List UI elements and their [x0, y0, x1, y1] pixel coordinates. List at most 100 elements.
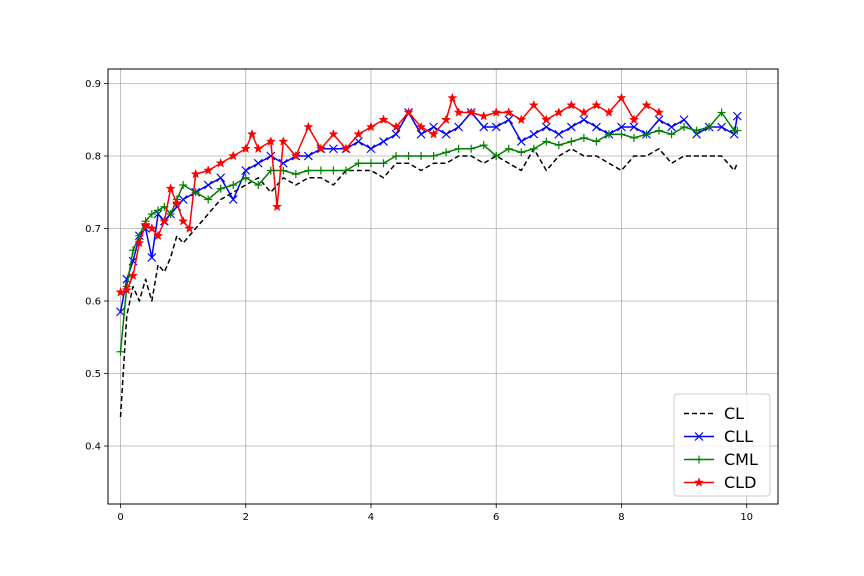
- data-point-cld: [441, 114, 452, 125]
- data-point-cld: [378, 114, 389, 125]
- series-cl: [119, 148, 738, 418]
- legend-item-cml: CML: [684, 450, 758, 469]
- legend-item-cll: CLL: [684, 427, 753, 446]
- data-point-cll: [147, 253, 157, 262]
- data-point-cld: [290, 150, 301, 161]
- x-tick-label: 8: [618, 512, 624, 523]
- data-point-cld: [115, 286, 126, 297]
- legend-item-cld: CLD: [684, 473, 756, 492]
- data-point-cml: [116, 347, 125, 356]
- legend: CL CLL CML CLD: [673, 393, 771, 497]
- data-point-cml: [392, 152, 401, 160]
- data-point-cll: [579, 115, 589, 125]
- data-point-cld: [159, 215, 170, 226]
- x-tick-label: 10: [740, 512, 753, 523]
- x-tick-label: 6: [493, 512, 499, 523]
- data-point-cml: [567, 137, 576, 146]
- data-point-cll: [529, 129, 539, 139]
- data-point-cld: [365, 121, 377, 132]
- data-point-cld: [265, 136, 276, 146]
- data-point-cld: [578, 107, 589, 117]
- data-point-cld: [240, 143, 251, 154]
- data-point-cld: [491, 107, 502, 117]
- data-point-cml: [517, 148, 526, 157]
- grid-lines: [108, 69, 778, 504]
- legend-item-cl: CL: [684, 404, 744, 423]
- data-point-cml: [705, 123, 714, 131]
- data-point-cll: [479, 122, 489, 132]
- data-point-cll: [732, 111, 742, 121]
- data-point-cml: [129, 246, 138, 255]
- data-point-cll: [429, 122, 439, 132]
- series-cml: [116, 108, 742, 356]
- x-tick-label: 2: [243, 512, 249, 523]
- data-point-cml: [379, 159, 388, 168]
- data-point-cll: [253, 158, 263, 168]
- y-tick-label: 0.7: [85, 224, 101, 235]
- data-point-cml: [492, 152, 501, 160]
- data-point-cll: [654, 115, 664, 125]
- data-point-cml: [166, 210, 175, 218]
- data-point-cml: [504, 144, 513, 153]
- legend-box: [673, 393, 771, 497]
- data-point-cll: [379, 137, 388, 146]
- data-point-cml: [579, 133, 588, 142]
- data-point-cml: [442, 148, 451, 157]
- data-point-cml: [341, 166, 350, 175]
- data-point-cld: [566, 99, 577, 110]
- data-point-cld: [246, 128, 258, 139]
- y-tick-label: 0.4: [85, 442, 101, 453]
- data-point-cll: [717, 122, 727, 132]
- data-point-cml: [229, 181, 238, 189]
- data-point-cld: [541, 114, 552, 125]
- data-point-cml: [733, 126, 742, 135]
- legend-marker-cld: [693, 477, 705, 487]
- data-point-cld: [653, 107, 665, 117]
- data-point-cml: [604, 130, 613, 139]
- legend-marker-cml: [695, 455, 703, 464]
- data-point-cml: [655, 126, 664, 135]
- data-point-cml: [329, 166, 338, 175]
- series-cll: [116, 108, 742, 317]
- data-point-cml: [254, 181, 263, 189]
- data-point-cld: [303, 121, 314, 132]
- data-point-cld: [603, 107, 615, 117]
- data-point-cml: [204, 195, 213, 204]
- axes: 0 2 4 6 8 10 0.4 0.5 0.6 0.7 0.8 0.9: [85, 79, 753, 523]
- data-point-cll: [504, 115, 514, 125]
- data-point-cml: [692, 126, 701, 135]
- data-point-cml: [617, 130, 626, 139]
- data-point-cll: [516, 137, 526, 146]
- data-point-cml: [680, 123, 689, 131]
- data-point-cml: [667, 130, 676, 139]
- legend-marker-cll: [694, 432, 704, 441]
- data-point-cld: [178, 215, 189, 226]
- data-point-cll: [216, 173, 226, 183]
- data-point-cld: [466, 107, 477, 117]
- data-point-cll: [303, 151, 313, 161]
- data-point-cld: [403, 107, 414, 117]
- legend-label-cll: CLL: [724, 427, 753, 446]
- data-point-cld: [591, 99, 602, 110]
- data-point-cld: [203, 165, 214, 175]
- data-point-cml: [304, 166, 313, 175]
- plot-frame: [107, 68, 779, 505]
- data-point-cml: [354, 159, 363, 168]
- data-point-cld: [153, 230, 164, 241]
- data-point-cll: [541, 122, 551, 132]
- legend-label-cl: CL: [724, 404, 744, 423]
- data-point-cll: [266, 151, 276, 161]
- data-point-cld: [628, 114, 640, 125]
- y-tick-label: 0.6: [85, 297, 101, 308]
- y-tick-label: 0.8: [85, 152, 101, 163]
- data-point-cld: [228, 150, 239, 161]
- data-point-cll: [441, 129, 451, 139]
- data-point-cld: [134, 237, 145, 248]
- x-tick-label: 0: [117, 512, 123, 523]
- data-point-cld: [171, 197, 182, 208]
- data-point-cml: [529, 144, 538, 153]
- data-point-cll: [122, 274, 132, 284]
- data-point-cld: [271, 201, 283, 212]
- data-point-cml: [467, 144, 476, 153]
